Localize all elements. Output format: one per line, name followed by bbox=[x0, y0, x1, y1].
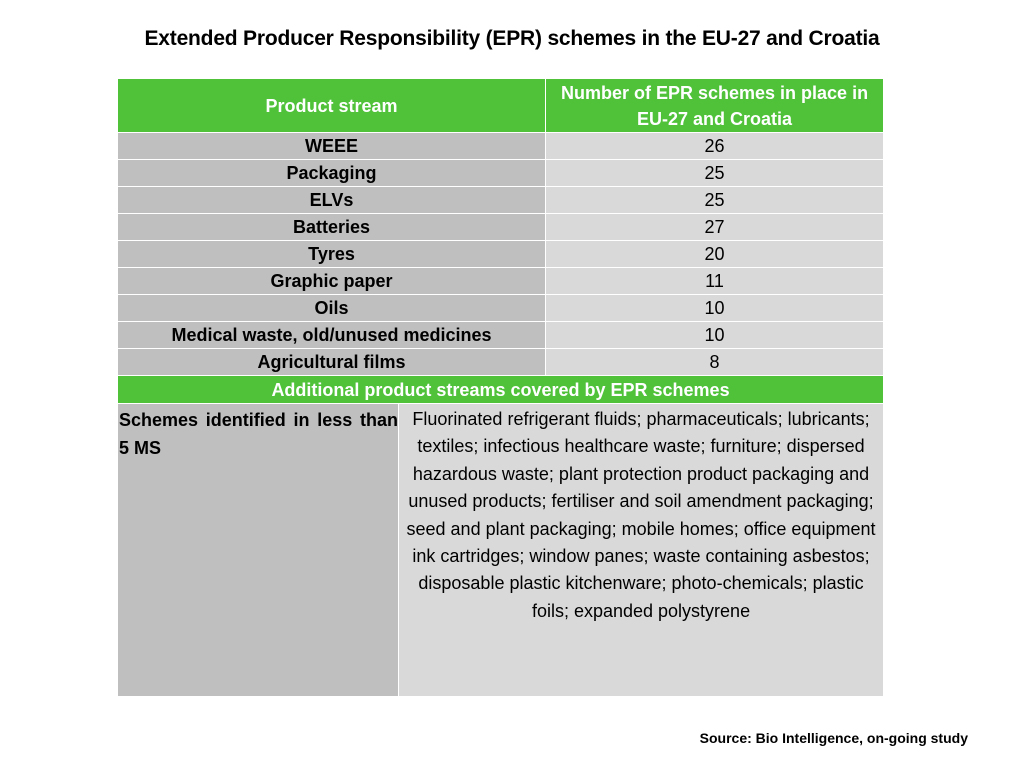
table-row: Graphic paper 11 bbox=[116, 267, 885, 295]
additional-streams-list: Fluorinated refrigerant fluids; pharmace… bbox=[397, 403, 885, 697]
product-stream-cell: Medical waste, old/unused medicines bbox=[116, 321, 547, 349]
table-row: Agricultural films 8 bbox=[116, 348, 885, 376]
additional-streams-label: Schemes identified in less than 5 MS bbox=[117, 403, 399, 697]
table-row: ELVs 25 bbox=[116, 186, 885, 214]
page-title: Extended Producer Responsibility (EPR) s… bbox=[144, 27, 880, 50]
scheme-count-cell: 27 bbox=[545, 213, 885, 241]
epr-schemes-table: Product stream Number of EPR schemes in … bbox=[116, 78, 885, 697]
scheme-count-cell: 8 bbox=[545, 348, 885, 376]
scheme-count-cell: 26 bbox=[545, 132, 885, 160]
product-stream-cell: Tyres bbox=[116, 240, 547, 268]
product-stream-cell: WEEE bbox=[116, 132, 547, 160]
scheme-count-cell: 10 bbox=[545, 321, 885, 349]
table-header-row: Product stream Number of EPR schemes in … bbox=[116, 78, 885, 133]
product-stream-cell: Batteries bbox=[116, 213, 547, 241]
table-row: Tyres 20 bbox=[116, 240, 885, 268]
table-row: WEEE 26 bbox=[116, 132, 885, 160]
header-product-stream: Product stream bbox=[116, 78, 547, 133]
additional-streams-header-row: Additional product streams covered by EP… bbox=[116, 375, 885, 404]
table-row: Oils 10 bbox=[116, 294, 885, 322]
product-stream-cell: Graphic paper bbox=[116, 267, 547, 295]
header-scheme-count: Number of EPR schemes in place in EU-27 … bbox=[545, 78, 885, 133]
product-stream-cell: Agricultural films bbox=[116, 348, 547, 376]
scheme-count-cell: 11 bbox=[545, 267, 885, 295]
source-note: Source: Bio Intelligence, on-going study bbox=[699, 730, 968, 746]
scheme-count-cell: 25 bbox=[545, 186, 885, 214]
scheme-count-cell: 20 bbox=[545, 240, 885, 268]
additional-streams-row: Schemes identified in less than 5 MS Flu… bbox=[117, 403, 885, 697]
table-row: Batteries 27 bbox=[116, 213, 885, 241]
product-stream-cell: ELVs bbox=[116, 186, 547, 214]
additional-streams-header: Additional product streams covered by EP… bbox=[116, 375, 885, 404]
table-row: Packaging 25 bbox=[116, 159, 885, 187]
scheme-count-cell: 10 bbox=[545, 294, 885, 322]
scheme-count-cell: 25 bbox=[545, 159, 885, 187]
product-stream-cell: Oils bbox=[116, 294, 547, 322]
product-stream-cell: Packaging bbox=[116, 159, 547, 187]
table-row: Medical waste, old/unused medicines 10 bbox=[116, 321, 885, 349]
